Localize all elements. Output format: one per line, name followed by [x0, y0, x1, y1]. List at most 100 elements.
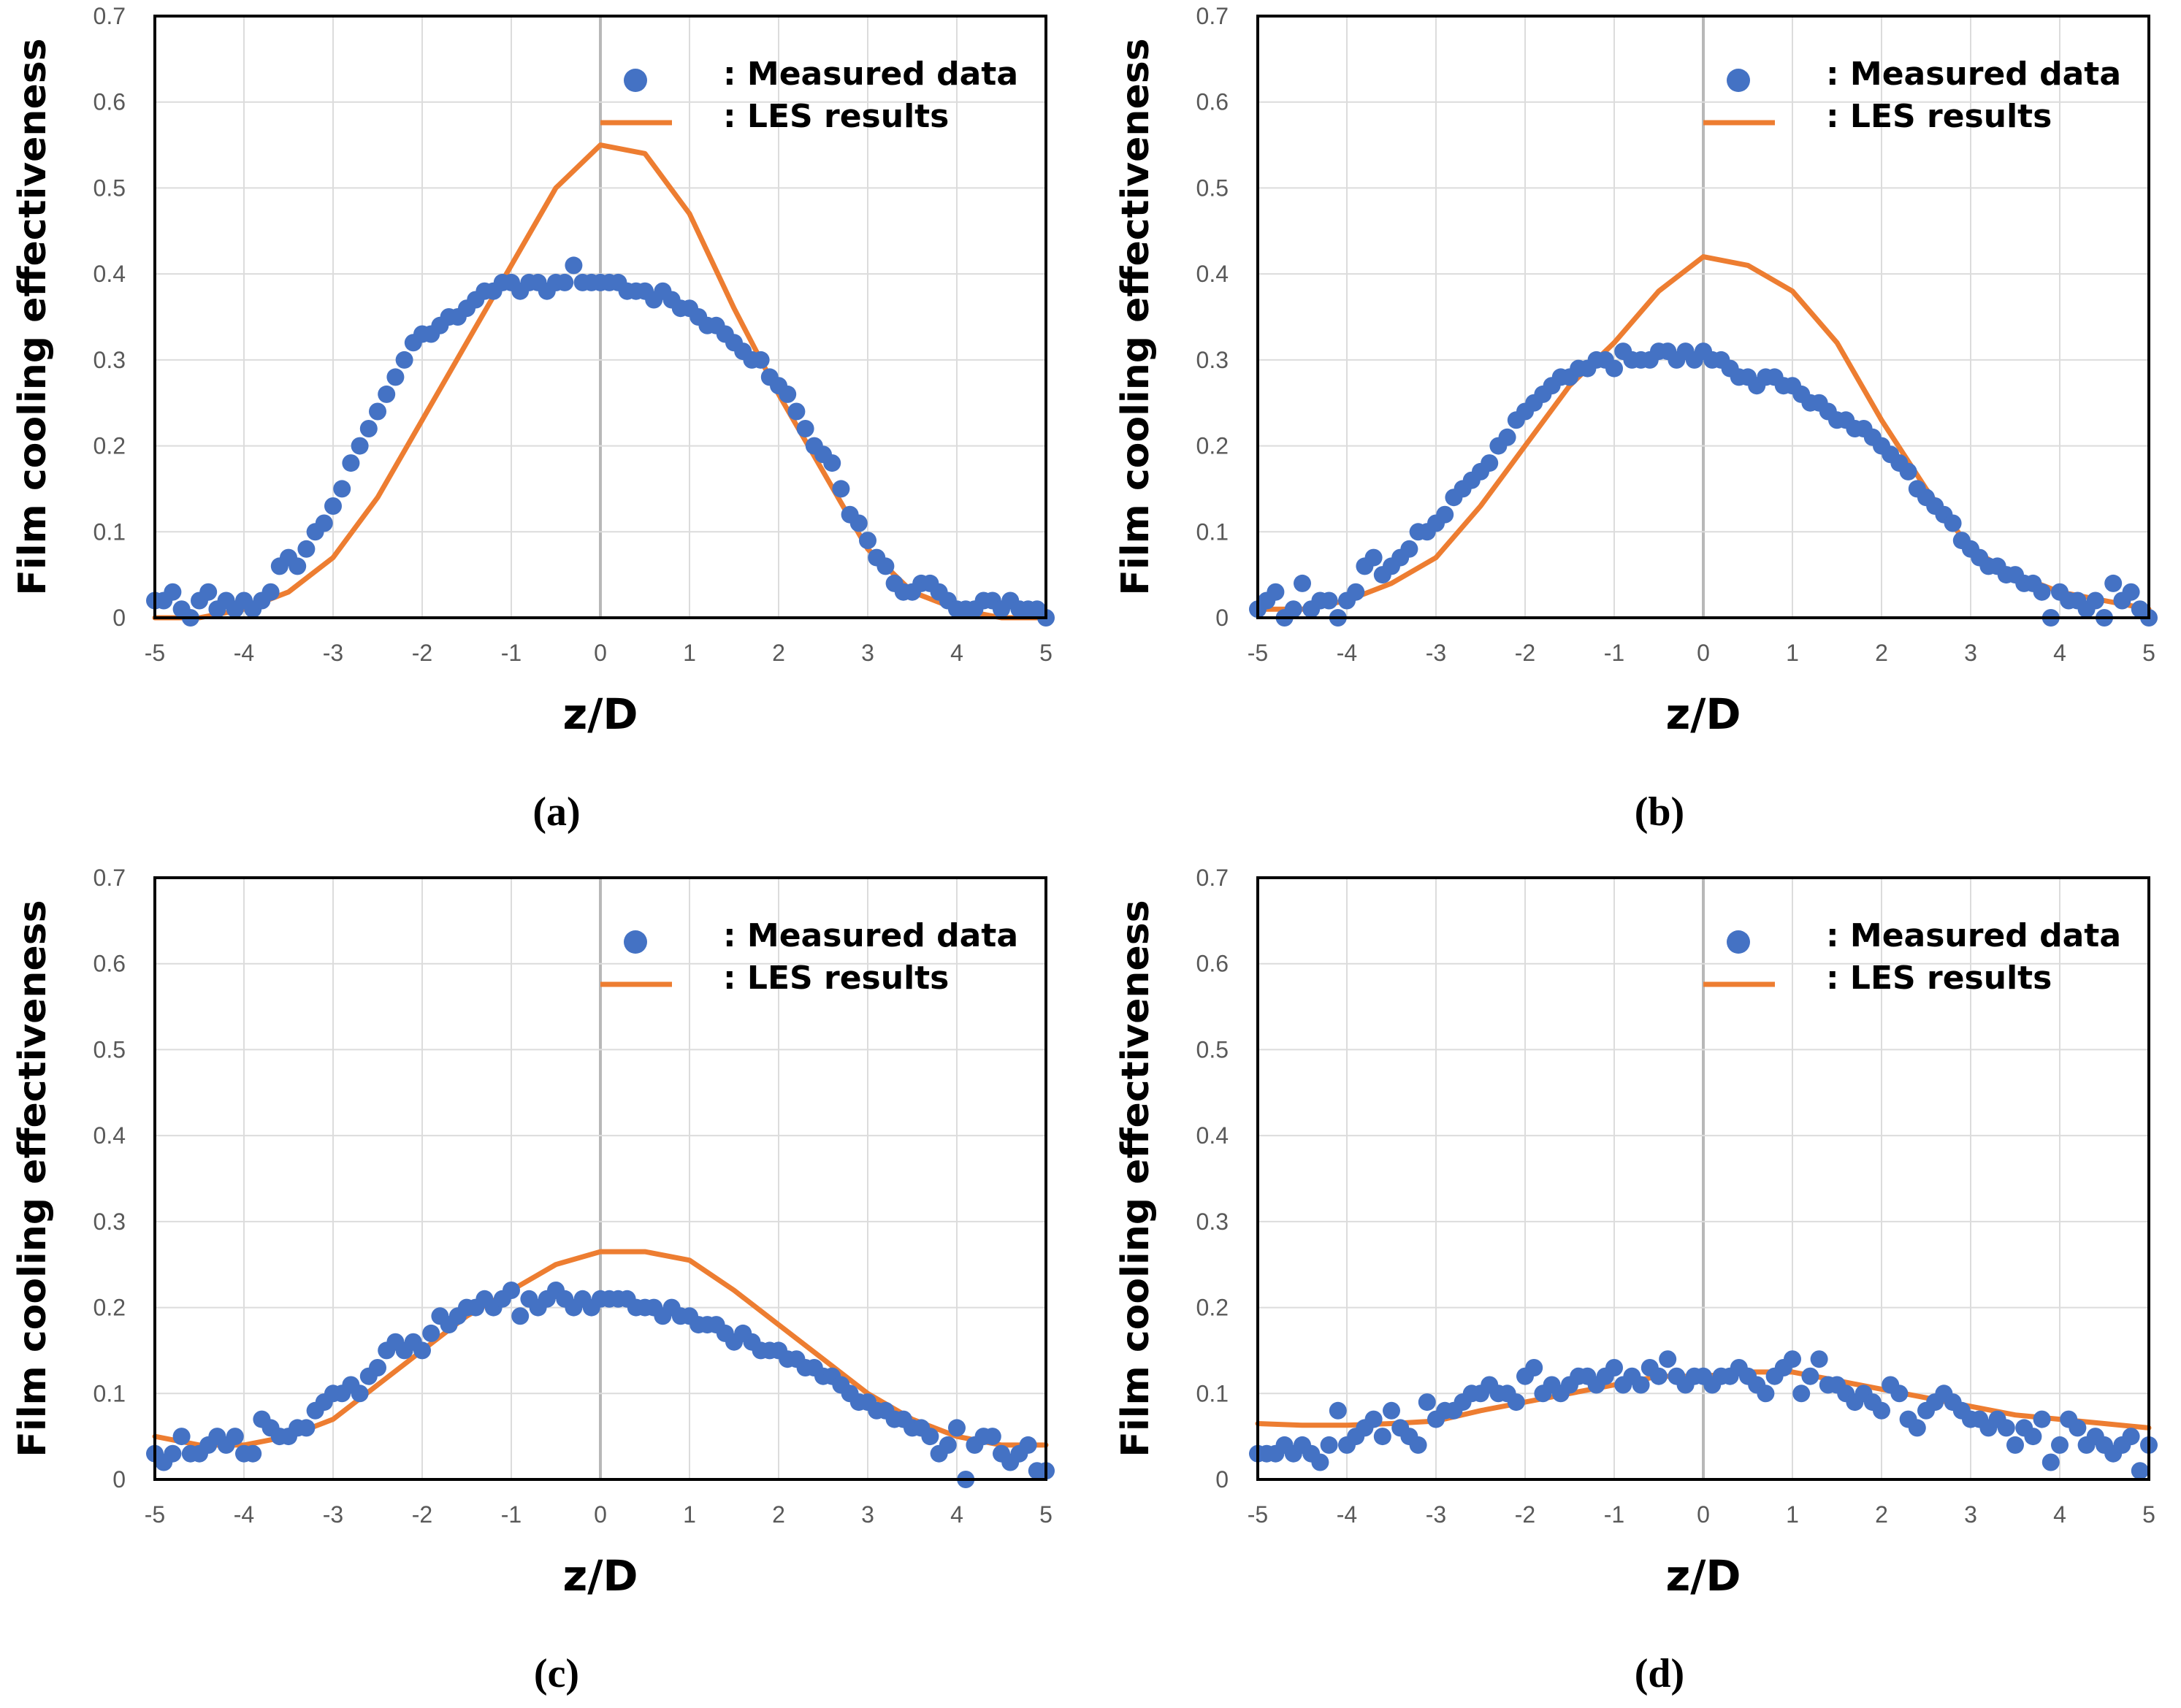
data-point: [1525, 1359, 1543, 1376]
y-tick-label: 0.5: [1196, 1036, 1229, 1062]
legend-label-les: : LES results: [1826, 960, 2052, 997]
data-point: [556, 273, 574, 291]
y-tick-label: 0.1: [1196, 518, 1229, 545]
data-point: [1605, 1359, 1623, 1376]
legend: : Measured data: LES results: [1703, 55, 2121, 135]
x-tick-label: 2: [1875, 640, 1888, 666]
y-tick-label: 0: [112, 605, 126, 631]
data-point: [244, 1444, 262, 1463]
data-point: [289, 557, 307, 575]
chart-panel-d: -5 -4 -3 -2 -1 0 1 2 3 4 5 0 0.1 0.2 0.3 0.4 0.5 0.6 0.7: …: [1103, 862, 2181, 1708]
y-tick-label: 0.4: [1196, 1122, 1229, 1149]
data-point: [413, 1341, 431, 1360]
measured-data-points: [146, 256, 1055, 627]
data-point: [948, 1419, 966, 1437]
data-point: [2069, 1419, 2087, 1437]
plot-frame: [1256, 876, 2150, 1481]
y-tick-label: 0.7: [1196, 3, 1229, 29]
data-point: [1944, 514, 1962, 532]
data-point: [1320, 1436, 1338, 1454]
x-tick-label: 4: [2053, 640, 2066, 666]
data-point: [164, 583, 182, 601]
data-point: [779, 385, 797, 403]
panel-caption: (b): [1635, 789, 1684, 835]
y-tick-label: 0: [1215, 1466, 1229, 1493]
chart-svg: -5 -4 -3 -2 -1 0 1 2 3 4 5 0 0.1 0.2 0.3 0.4 0.5 0.6 0.7: …: [11, 3, 1055, 835]
x-tick-label: -1: [501, 640, 522, 666]
x-tick-label: -2: [412, 1501, 432, 1528]
data-point: [1899, 462, 1917, 480]
data-point: [1908, 1419, 1926, 1437]
x-tick-label: 4: [950, 640, 963, 666]
x-tick-label: -4: [1337, 1501, 1357, 1528]
data-point: [395, 351, 413, 369]
data-point: [369, 402, 386, 421]
data-point: [1801, 1367, 1819, 1385]
legend-marker-dot: [1727, 930, 1750, 954]
data-point: [1347, 583, 1365, 601]
data-point: [752, 351, 770, 369]
y-tick-label: 0.4: [93, 261, 126, 287]
data-point: [2122, 1428, 2140, 1446]
x-tick-label: -3: [1426, 1501, 1446, 1528]
x-tick-label: 0: [1697, 640, 1710, 666]
legend-marker-dot: [1727, 69, 1750, 92]
y-tick-label: 0.7: [93, 865, 126, 891]
x-tick-label: -5: [1248, 1501, 1268, 1528]
data-point: [2104, 574, 2123, 592]
x-tick-label: -5: [1248, 640, 1268, 666]
measured-data-points: [1249, 1350, 2158, 1480]
x-tick-label: -2: [1515, 640, 1535, 666]
y-tick-label: 0.3: [1196, 347, 1229, 373]
x-tick-label: -1: [1604, 640, 1624, 666]
data-point: [1498, 428, 1516, 446]
legend-marker-dot: [624, 69, 647, 92]
data-point: [2131, 1462, 2149, 1480]
chart-svg: -5 -4 -3 -2 -1 0 1 2 3 4 5 0 0.1 0.2 0.3 0.4 0.5 0.6 0.7: …: [11, 865, 1055, 1696]
data-point: [2033, 583, 2051, 601]
data-point: [1364, 1410, 1383, 1428]
y-tick-label: 0.5: [93, 1036, 126, 1062]
x-tick-label: 4: [2053, 1501, 2066, 1528]
legend: : Measured data: LES results: [1703, 917, 2121, 997]
data-point: [386, 368, 405, 386]
data-point: [226, 1428, 244, 1446]
data-point: [1605, 359, 1623, 378]
data-point: [1997, 1419, 2015, 1437]
plot-frame: [153, 15, 1047, 619]
data-point: [832, 480, 850, 498]
legend-label-les: : LES results: [1826, 98, 2052, 135]
data-point: [1792, 1385, 1811, 1403]
legend-label-les: : LES results: [723, 98, 949, 135]
data-point: [823, 454, 841, 472]
data-point: [1294, 574, 1311, 592]
chart-panel-b: -5 -4 -3 -2 -1 0 1 2 3 4 5 0 0.1 0.2 0.3 0.4 0.5 0.6 0.7: …: [1103, 0, 2181, 854]
y-tick-label: 0.7: [1196, 865, 1229, 891]
data-point: [796, 420, 814, 437]
x-tick-label: -1: [501, 1501, 522, 1528]
chart-panel-a: -5 -4 -3 -2 -1 0 1 2 3 4 5 0 0.1 0.2 0.3 0.4 0.5 0.6 0.7: …: [0, 0, 1090, 854]
data-point: [333, 480, 351, 498]
data-point: [1019, 1436, 1037, 1454]
y-tick-label: 0.6: [93, 89, 126, 115]
x-tick-label: -2: [412, 640, 432, 666]
x-tick-label: 3: [861, 640, 874, 666]
y-tick-label: 0.3: [93, 347, 126, 373]
x-tick-label: 5: [1039, 640, 1053, 666]
x-tick-label: -1: [1604, 1501, 1624, 1528]
x-axis-title: z/D: [1665, 689, 1741, 739]
y-tick-label: 0.5: [1196, 175, 1229, 201]
x-tick-label: 3: [861, 1501, 874, 1528]
y-tick-label: 0.5: [93, 175, 126, 201]
data-point: [1320, 591, 1338, 610]
data-point: [1873, 1401, 1890, 1420]
x-tick-label: 0: [1697, 1501, 1710, 1528]
data-point: [2051, 1436, 2069, 1454]
y-tick-label: 0.1: [93, 518, 126, 545]
data-point: [351, 437, 369, 455]
panel-caption: (a): [532, 789, 580, 835]
y-tick-label: 0.3: [1196, 1209, 1229, 1235]
x-tick-label: 3: [1964, 640, 1977, 666]
data-point: [849, 514, 868, 532]
x-axis-title: z/D: [562, 689, 638, 739]
